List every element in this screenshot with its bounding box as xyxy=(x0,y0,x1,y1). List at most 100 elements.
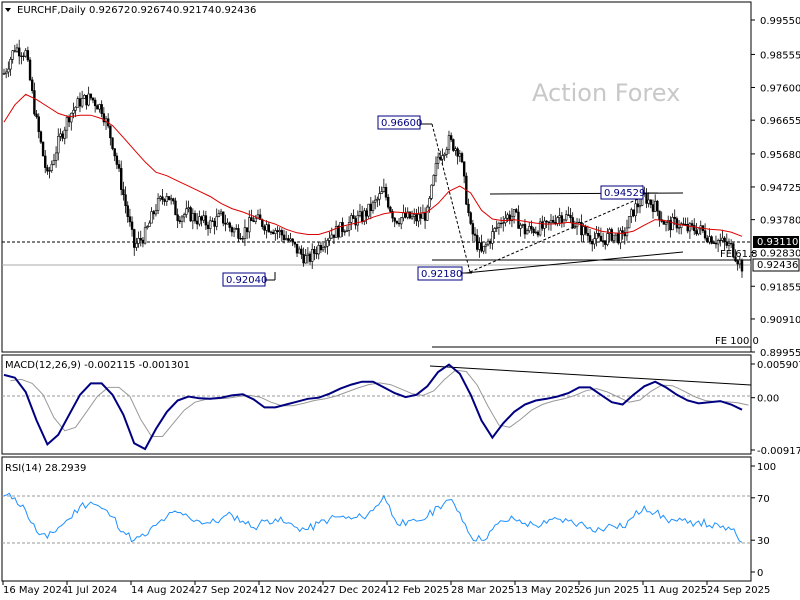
macd-trendline xyxy=(429,365,752,386)
candle xyxy=(656,199,659,217)
candle xyxy=(46,164,49,175)
candle xyxy=(163,198,166,206)
candle xyxy=(237,224,240,243)
candle xyxy=(70,112,73,131)
candle xyxy=(267,221,271,233)
candle xyxy=(54,146,58,168)
candle xyxy=(447,130,451,154)
candle xyxy=(146,225,149,230)
candle xyxy=(217,209,221,218)
candle xyxy=(156,193,160,214)
candle xyxy=(612,234,616,244)
candle xyxy=(39,130,43,145)
time-tick-label: 12 Nov 2024 xyxy=(259,585,323,596)
candle xyxy=(647,192,650,208)
fe-100-label: FE 100.0 xyxy=(715,336,759,347)
candle xyxy=(44,150,47,174)
candle xyxy=(708,228,711,245)
candle xyxy=(604,240,607,250)
candle xyxy=(510,208,514,228)
candle xyxy=(96,104,99,110)
candle xyxy=(519,222,522,237)
candle xyxy=(497,221,501,235)
ohlc-low: 0.92174 xyxy=(173,5,214,16)
candle xyxy=(243,219,247,247)
candle xyxy=(419,206,422,225)
candle xyxy=(172,197,175,205)
candle xyxy=(619,227,622,250)
candle xyxy=(697,228,700,236)
candle xyxy=(117,159,121,173)
candle xyxy=(484,241,488,254)
candle xyxy=(150,207,153,224)
candle xyxy=(382,178,386,193)
candle xyxy=(695,223,698,236)
candle xyxy=(304,248,307,264)
candle xyxy=(315,246,318,259)
candle xyxy=(543,216,546,237)
candle xyxy=(475,229,479,252)
candle xyxy=(380,186,383,195)
time-tick-label: 1 Jul 2024 xyxy=(67,585,117,596)
annotation-0-96600: 0.96600 xyxy=(377,115,432,130)
candle xyxy=(508,210,511,225)
candle xyxy=(541,215,544,231)
candle xyxy=(673,209,676,226)
candle xyxy=(502,216,505,232)
candle xyxy=(74,106,77,118)
candle xyxy=(35,109,38,119)
candle xyxy=(219,208,223,216)
candle xyxy=(534,226,537,235)
candle xyxy=(7,61,10,78)
candle xyxy=(436,152,440,170)
dropdown-triangle-icon[interactable] xyxy=(5,8,11,12)
candle xyxy=(627,216,631,229)
candle xyxy=(712,240,715,244)
candle xyxy=(154,204,158,217)
price-tag-current: 0.92436 xyxy=(752,258,800,272)
candle xyxy=(13,44,17,53)
candle xyxy=(115,152,119,170)
candle xyxy=(389,205,392,213)
candle xyxy=(137,231,140,248)
candle xyxy=(551,215,555,225)
candle xyxy=(423,207,427,229)
time-tick-label: 26 Jun 2025 xyxy=(579,585,639,596)
candle xyxy=(245,227,249,240)
candle xyxy=(111,137,114,151)
candle xyxy=(354,215,357,230)
price-tick-label: 0.97600 xyxy=(760,83,800,94)
candle xyxy=(386,194,390,210)
candle xyxy=(326,238,329,255)
candle xyxy=(597,226,600,239)
candle xyxy=(209,216,212,234)
candle xyxy=(723,236,726,251)
candle xyxy=(356,210,360,232)
time-tick-label: 16 May 2024 xyxy=(3,585,68,596)
macd-tick-label: 0.005907 xyxy=(757,360,800,371)
candle xyxy=(564,210,568,222)
candle xyxy=(291,238,294,247)
candle xyxy=(211,217,214,222)
candle xyxy=(76,96,80,108)
candle xyxy=(649,199,653,209)
candle xyxy=(610,227,613,242)
candle xyxy=(471,219,475,241)
candle xyxy=(265,220,268,239)
candle xyxy=(26,46,30,63)
candle xyxy=(493,227,496,240)
price-tick-label: 0.98555 xyxy=(760,50,800,61)
candle xyxy=(528,222,531,233)
rsi-label: RSI(14) 28.2939 xyxy=(5,463,86,474)
candle xyxy=(664,220,668,232)
candle xyxy=(588,229,592,245)
candle xyxy=(690,220,694,231)
candle xyxy=(350,212,353,231)
candle xyxy=(232,227,236,238)
candle xyxy=(400,217,403,230)
candle xyxy=(347,216,351,237)
candle xyxy=(169,194,173,205)
price-tick-label: 0.96655 xyxy=(760,116,800,127)
candle xyxy=(469,211,472,226)
